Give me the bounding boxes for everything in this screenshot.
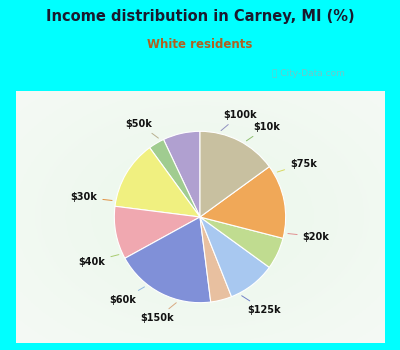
- Wedge shape: [200, 217, 269, 297]
- Text: $50k: $50k: [126, 119, 158, 138]
- Wedge shape: [125, 217, 211, 303]
- Wedge shape: [115, 148, 200, 217]
- Text: White residents: White residents: [147, 38, 253, 51]
- Wedge shape: [200, 167, 286, 238]
- Text: $150k: $150k: [140, 303, 176, 323]
- Text: $100k: $100k: [221, 110, 256, 131]
- Text: $60k: $60k: [109, 287, 144, 304]
- Wedge shape: [200, 217, 283, 267]
- Text: ⓘ City-Data.com: ⓘ City-Data.com: [272, 69, 345, 78]
- Wedge shape: [150, 139, 200, 217]
- Wedge shape: [200, 131, 269, 217]
- Text: $10k: $10k: [246, 122, 280, 141]
- Wedge shape: [164, 131, 200, 217]
- Text: $30k: $30k: [70, 193, 112, 202]
- Wedge shape: [200, 217, 232, 302]
- Text: $125k: $125k: [242, 296, 281, 315]
- Text: Income distribution in Carney, MI (%): Income distribution in Carney, MI (%): [46, 9, 354, 24]
- Wedge shape: [114, 206, 200, 258]
- Text: $75k: $75k: [277, 159, 317, 172]
- Text: $20k: $20k: [288, 232, 330, 242]
- Text: $40k: $40k: [78, 254, 119, 266]
